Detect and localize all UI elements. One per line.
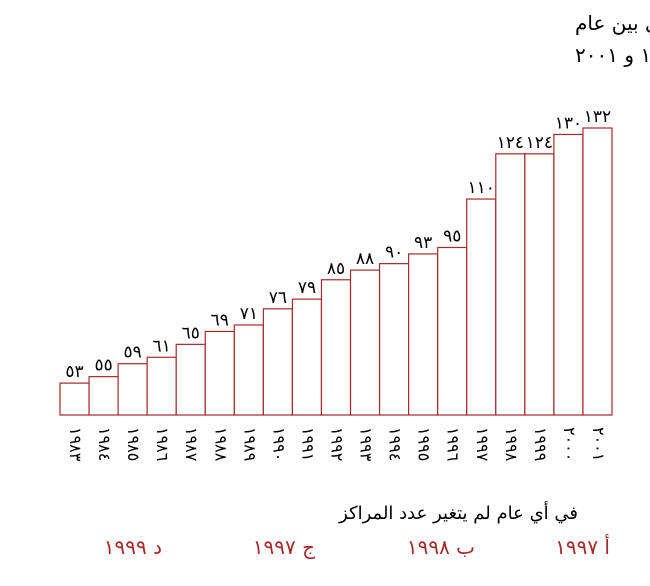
x-tick-label: ١٩٩٣ (357, 427, 376, 462)
bar (204, 330, 235, 416)
data-label: ٥٣ (65, 362, 83, 382)
bar (291, 298, 323, 416)
bar (117, 363, 148, 416)
bar (233, 324, 264, 416)
data-label: ٥٩ (123, 343, 141, 363)
data-label: ٨٨ (356, 249, 374, 269)
data-label: ٧٦ (269, 288, 287, 308)
chart-title: الرسم البياني يوضح عدد مراكز غسيل الكلي … (575, 11, 650, 36)
bar (466, 198, 497, 416)
x-tick-label: ١٩٨٩ (240, 427, 259, 461)
option[interactable]: ب ١٩٩٨ (406, 535, 475, 559)
bar (349, 269, 381, 416)
x-tick-label: ١٩٨٣ (66, 427, 85, 462)
bar (320, 279, 352, 416)
data-label: ٥٥ (94, 356, 112, 376)
x-tick-label: ١٩٨٥ (124, 427, 143, 461)
data-label: ٦٥ (182, 323, 200, 343)
x-tick-label: ١٩٨٦ (153, 427, 172, 461)
bar (88, 376, 119, 416)
x-tick-label: ١٩٨٨ (211, 427, 230, 462)
data-label: ٨٥ (327, 259, 345, 279)
x-tick-label: ١٩٩٧ (473, 427, 492, 462)
data-label: ٧٩ (298, 278, 316, 298)
bar (495, 153, 526, 416)
data-label: ٦٩ (211, 310, 229, 330)
x-tick-label: ١٩٩٤ (386, 427, 405, 461)
x-tick-label: ١٩٨٤ (95, 427, 114, 461)
data-label: ٧١ (240, 304, 258, 324)
data-label: ١٣٠ (555, 113, 582, 133)
bar (378, 263, 410, 416)
bar (582, 127, 613, 416)
data-label: ٩٣ (414, 233, 432, 253)
x-tick-label: ١٩٩٦ (444, 427, 463, 461)
question: في أي عام لم يتغير عدد المراكز (339, 503, 578, 524)
data-label: ١١٠ (468, 178, 495, 198)
x-tick-label: ١٩٩١ (298, 427, 317, 461)
x-tick-label: ١٩٨٧ (182, 427, 201, 462)
bar (524, 153, 555, 416)
data-label: ١٣٢ (584, 107, 611, 127)
bar (262, 308, 294, 416)
bar (553, 133, 584, 416)
x-tick-label: ١٩٩٨ (502, 427, 521, 462)
data-label: ١٢٤ (497, 133, 524, 153)
bar (59, 382, 90, 416)
x-tick-label: ١٩٩٥ (415, 427, 434, 461)
x-tick-label: ١٩٩٩ (531, 427, 550, 461)
option[interactable]: ج ١٩٩٧ (252, 535, 315, 559)
x-tick-label: ١٩٩٠ (269, 427, 288, 461)
x-tick-label: ١٩٩٢ (328, 427, 347, 461)
x-tick-label: ٢٠٠٠ (560, 427, 579, 461)
option[interactable]: أ ١٩٩٧ (555, 535, 610, 559)
bar (437, 246, 468, 416)
data-label: ١٢٤ (526, 133, 553, 153)
option[interactable]: د ١٩٩٩ (103, 535, 162, 559)
bar (146, 356, 177, 416)
bar (175, 343, 206, 416)
bar (408, 253, 439, 416)
x-tick-label: ٢٠٠١ (589, 427, 608, 461)
data-label: ٩٠ (385, 243, 403, 263)
data-label: ٩٥ (443, 226, 461, 246)
data-label: ٦١ (153, 336, 171, 356)
chart-subtitle: ١٩٨٣ و ٢٠٠١ (575, 43, 650, 67)
